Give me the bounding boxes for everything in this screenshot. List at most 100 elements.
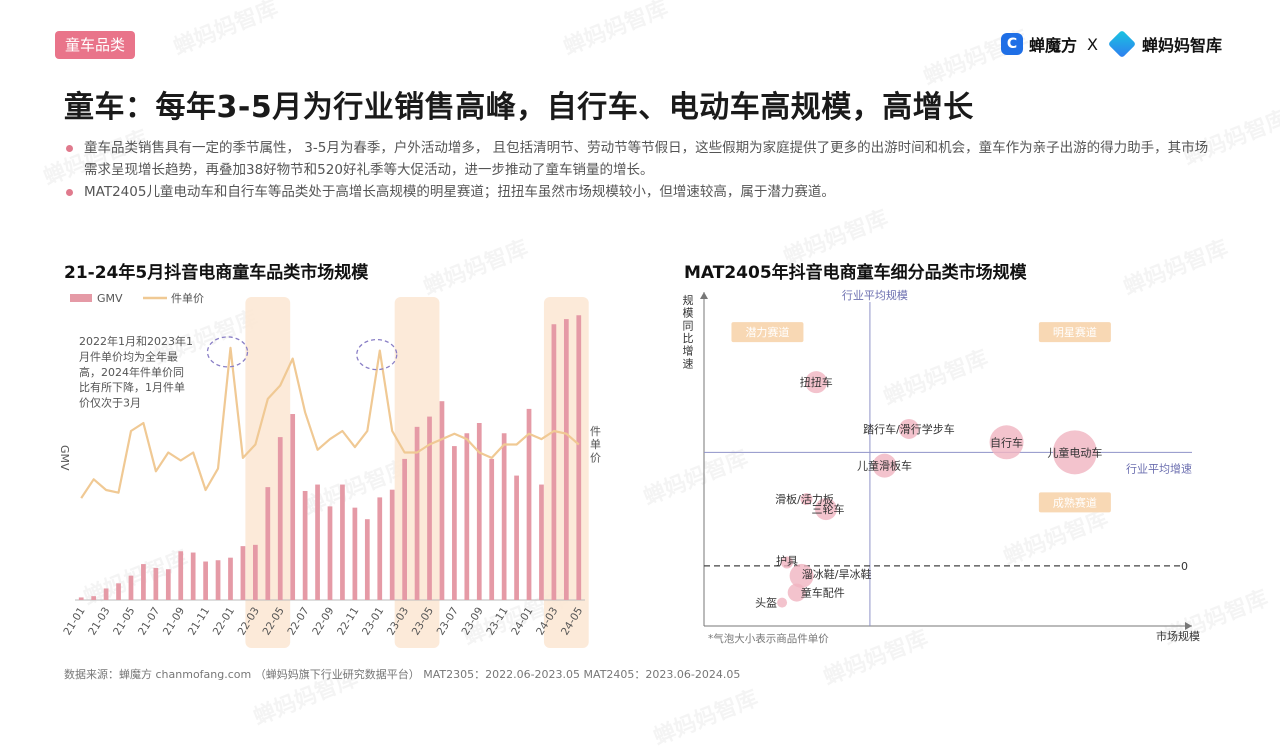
gmv-bar <box>165 569 171 600</box>
gmv-bar <box>514 475 519 600</box>
bubble-label: 童车配件 <box>801 586 845 600</box>
x-tick-label: 21-11 <box>186 605 212 637</box>
avg-scale-label: 行业平均规模 <box>842 288 908 302</box>
bubble-label: 踏行车/滑行学步车 <box>863 422 955 436</box>
price-line <box>80 346 580 499</box>
bubble-point <box>1052 430 1097 475</box>
gmv-bar <box>414 426 420 600</box>
gmv-bar <box>315 484 320 600</box>
y-axis-arrow-icon <box>700 292 708 299</box>
right-chart-title: MAT2405年抖音电商童车细分品类市场规模 <box>684 263 1027 283</box>
gmv-bar <box>240 546 246 600</box>
gmv-bar <box>476 423 482 600</box>
gmv-bar <box>128 575 134 600</box>
x-axis-title: 市场规模 <box>1156 629 1200 643</box>
gmv-bar <box>364 519 370 600</box>
bubble-point <box>789 563 814 588</box>
page-title: 童车：每年3-5月为行业销售高峰，自行车、电动车高规模，高增长 <box>64 90 974 125</box>
gmv-bar <box>190 552 196 600</box>
bullet-item: MAT2405儿童电动车和自行车等品类处于高增长高规模的明星赛道；扭扭车虽然市场… <box>64 181 1214 203</box>
gmv-bar <box>178 551 184 600</box>
quadrant-badge <box>731 322 804 343</box>
zero-label: 0 <box>1181 560 1188 573</box>
gmv-bar <box>576 315 582 600</box>
chanmofang-logo-icon: C <box>1001 33 1023 55</box>
left-chart-title: 21-24年5月抖音电商童车品类市场规模 <box>64 263 369 283</box>
gmv-bar <box>78 597 84 600</box>
brand-logos: C 蝉魔方 X 蝉妈妈智库 <box>1001 29 1222 59</box>
gmv-bar <box>153 567 159 600</box>
x-axis-arrow-icon <box>1185 622 1192 630</box>
gmv-bar <box>215 560 221 600</box>
brand-right: 蝉妈妈智库 <box>1141 36 1222 55</box>
quadrant-label: 明星赛道 <box>1053 325 1097 339</box>
bubble-point <box>815 498 837 521</box>
gmv-bar <box>563 319 569 600</box>
x-tick-label: 21-03 <box>86 605 112 637</box>
gmv-bar <box>103 588 109 600</box>
gmv-bar <box>302 490 308 600</box>
gmv-bar <box>439 401 445 600</box>
x-tick-label: 21-05 <box>111 605 137 637</box>
gmv-bar <box>253 544 258 600</box>
bubble-label: 三轮车 <box>812 502 845 516</box>
gmv-bar <box>203 561 208 600</box>
legend-gmv-swatch <box>70 294 92 302</box>
bubble-point <box>780 556 793 569</box>
bubble-point <box>805 371 828 394</box>
brand-separator: X <box>1087 34 1098 54</box>
bubble-label: 头盔 <box>755 596 777 610</box>
bubble-point <box>989 425 1024 460</box>
gmv-bar <box>452 446 457 600</box>
bubble-point <box>898 418 919 439</box>
peak-circle <box>356 338 398 371</box>
y-axis-label-right: 件单价 <box>590 425 601 464</box>
watermark-text: 蝉妈妈智库 <box>648 681 762 751</box>
bullet-list: 童车品类销售具有一定的季节属性， 3-5月为春季，户外活动增多， 且包括清明节、… <box>64 137 1214 203</box>
gmv-bar <box>501 433 507 600</box>
annotation-text: 2022年1月和2023年1 月件单价均为全年最高，2024年件单价同比有所下降，… <box>79 334 193 410</box>
bubble-point <box>800 493 813 506</box>
gmv-bar <box>340 484 345 600</box>
bubble-point <box>777 597 788 608</box>
x-tick-label: 24-01 <box>509 605 535 637</box>
bubble-point <box>787 583 806 602</box>
x-tick-label: 21-07 <box>136 605 162 637</box>
gmv-bar <box>539 484 544 600</box>
gmv-bar <box>402 458 407 600</box>
x-tick-label: 23-11 <box>484 605 510 637</box>
x-tick-label: 21-09 <box>161 605 187 637</box>
quadrant-label: 潜力赛道 <box>745 325 789 339</box>
legend-price-label: 件单价 <box>171 292 204 305</box>
chanmama-logo-icon <box>1107 29 1137 59</box>
gmv-bar <box>277 437 283 600</box>
gmv-bar <box>228 557 233 600</box>
y-axis-title: 规模同比增速 <box>683 293 694 370</box>
gmv-bar <box>464 433 470 600</box>
gmv-price-combo-chart: GMV 件单价 21-0121-0321-0521-0721-0921-1122-0… <box>58 292 601 648</box>
x-tick-label: 21-01 <box>61 605 87 637</box>
x-tick-label: 23-09 <box>459 605 485 637</box>
x-tick-label: 22-01 <box>211 605 237 637</box>
gmv-bar <box>377 497 383 600</box>
category-tag: 童车品类 <box>55 31 136 59</box>
quadrant-label: 成熟赛道 <box>1053 495 1097 509</box>
legend-gmv-label: GMV <box>97 292 123 305</box>
bubble-label: 护具 <box>776 554 798 568</box>
peak-circle <box>206 336 249 368</box>
bubble-label: 自行车 <box>990 435 1023 449</box>
x-tick-label: 23-01 <box>360 605 386 637</box>
bubble-label: 儿童滑板车 <box>857 459 912 473</box>
bubble-label: 扭扭车 <box>800 375 833 389</box>
y-axis-label-left: GMV <box>58 445 71 471</box>
gmv-bar <box>389 489 395 600</box>
watermark-text: 蝉妈妈智库 <box>558 0 672 61</box>
gmv-bar <box>526 408 532 600</box>
gmv-bar <box>141 564 146 600</box>
watermark-text: 蝉妈妈智库 <box>168 0 282 61</box>
gmv-bar <box>265 487 271 600</box>
bubble-size-note: *气泡大小表示商品件单价 <box>708 632 829 645</box>
bubble-label: 滑板/活力板 <box>775 492 834 506</box>
gmv-bar <box>290 414 296 600</box>
